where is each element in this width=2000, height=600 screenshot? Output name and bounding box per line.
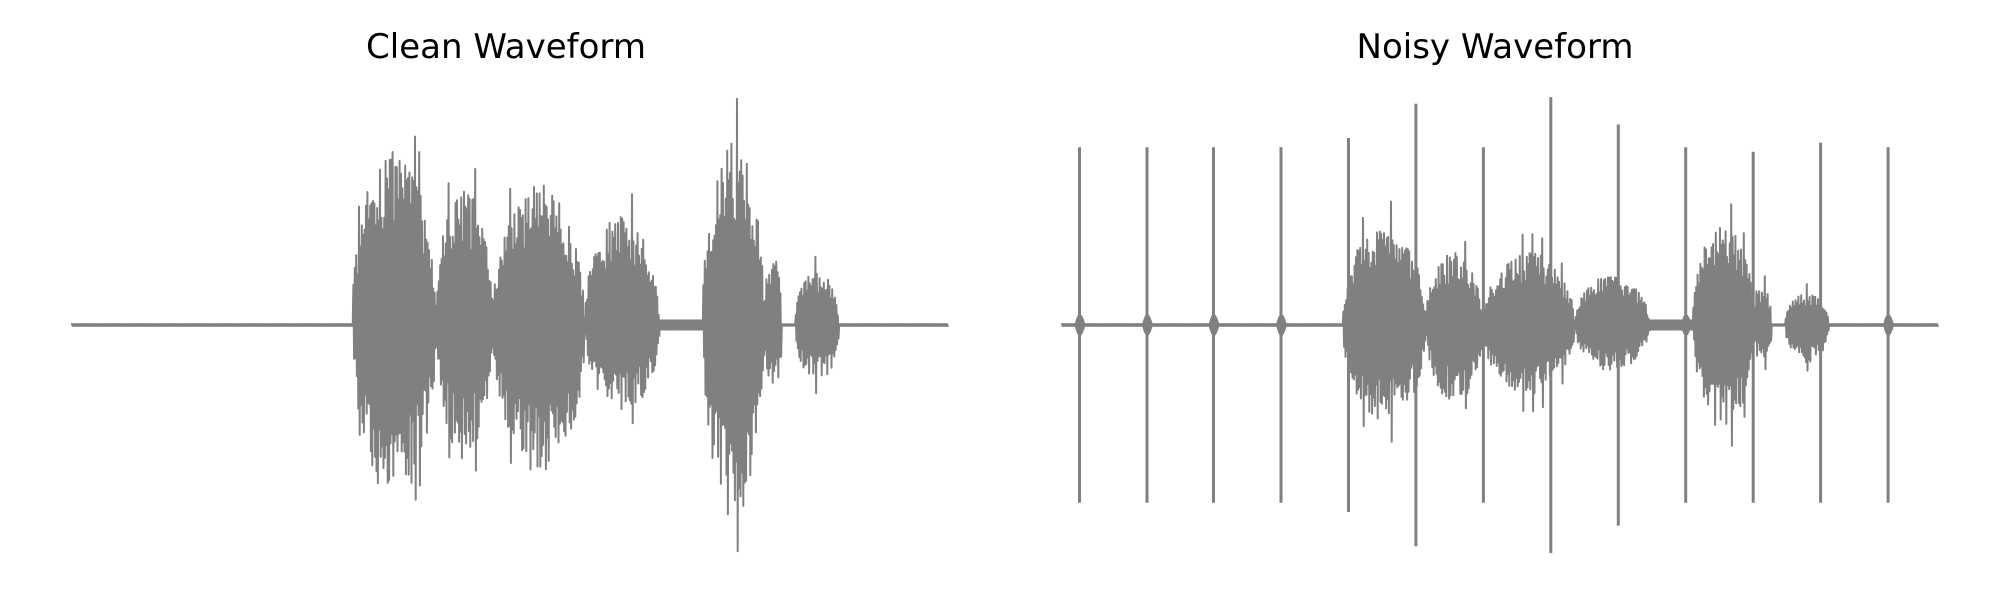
noise-spike-ring-5 xyxy=(1343,314,1355,336)
clean-waveform-series xyxy=(71,97,949,553)
noise-spike-ring-12 xyxy=(1815,314,1827,336)
noise-spike-ring-3 xyxy=(1208,314,1220,336)
noise-spike-ring-8 xyxy=(1545,314,1557,336)
noisy-waveform-spikes xyxy=(1074,97,1895,553)
clean-waveform-title: Clean Waveform xyxy=(366,27,646,67)
noise-spike-ring-6 xyxy=(1410,314,1422,336)
noise-spike-ring-4 xyxy=(1276,314,1287,336)
noisy-waveform-panel: Noisy Waveform xyxy=(1061,27,1939,553)
noise-spike-ring-10 xyxy=(1680,314,1692,336)
noisy-waveform-title: Noisy Waveform xyxy=(1357,27,1634,67)
noise-spike-ring-13 xyxy=(1883,314,1895,336)
noise-spike-ring-9 xyxy=(1613,314,1625,336)
noise-spike-ring-1 xyxy=(1074,314,1086,336)
clean-waveform-panel: Clean Waveform xyxy=(71,27,949,553)
noise-spike-ring-2 xyxy=(1141,314,1153,336)
noise-spike-ring-11 xyxy=(1748,314,1760,336)
noise-spike-ring-7 xyxy=(1478,314,1490,336)
noisy-waveform-series xyxy=(1061,200,1939,447)
